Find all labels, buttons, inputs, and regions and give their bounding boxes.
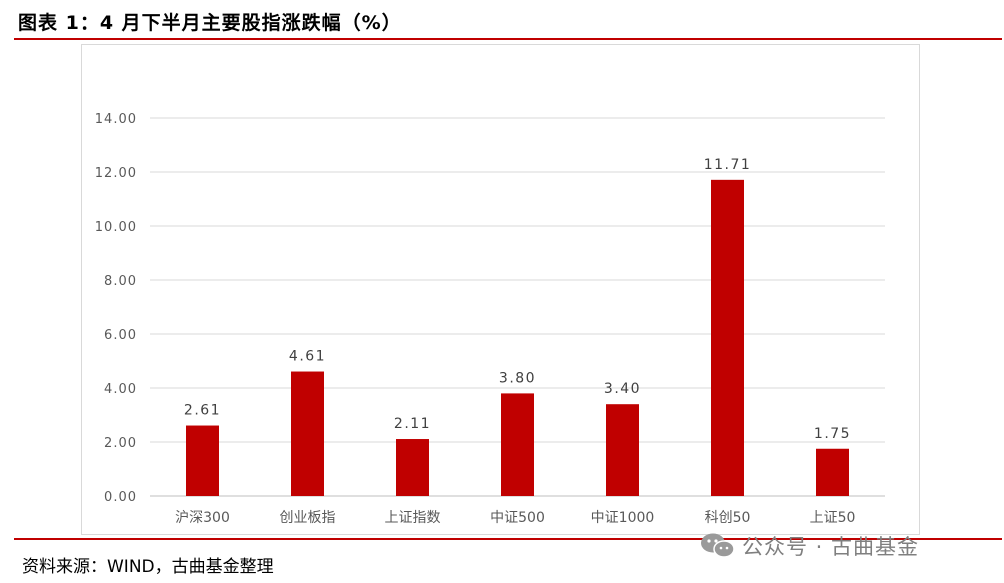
watermark-text: 公众号 · 古曲基金 bbox=[742, 535, 920, 559]
top-divider bbox=[14, 38, 1002, 40]
x-category-label: 中证500 bbox=[490, 510, 545, 526]
bar bbox=[396, 439, 429, 496]
x-category-label: 上证50 bbox=[810, 510, 856, 526]
data-label: 3.40 bbox=[604, 381, 641, 397]
y-tick-label: 14.00 bbox=[95, 112, 137, 127]
y-tick-label: 10.00 bbox=[95, 220, 137, 235]
data-labels: 2.61 4.61 2.11 3.80 3.40 11.71 1.75 bbox=[184, 157, 851, 442]
x-category-label: 中证1000 bbox=[591, 510, 655, 526]
bar bbox=[816, 448, 849, 496]
bar bbox=[291, 371, 324, 496]
y-tick-label: 2.00 bbox=[104, 436, 137, 451]
x-axis-categories: 沪深300 创业板指 上证指数 中证500 中证1000 科创50 上证50 bbox=[175, 510, 855, 526]
data-label: 3.80 bbox=[499, 370, 536, 386]
bar bbox=[711, 179, 744, 496]
y-tick-label: 6.00 bbox=[104, 328, 137, 343]
x-category-label: 上证指数 bbox=[385, 510, 441, 526]
watermark: 公众号 · 古曲基金 bbox=[700, 531, 919, 561]
bottom-divider bbox=[14, 538, 1002, 540]
data-label: 1.75 bbox=[814, 426, 851, 442]
gridlines bbox=[150, 117, 885, 497]
y-tick-label: 0.00 bbox=[104, 490, 137, 505]
bar bbox=[186, 425, 219, 496]
x-category-label: 创业板指 bbox=[280, 510, 336, 526]
y-axis-ticks: 0.00 2.00 4.00 6.00 8.00 10.00 12.00 14.00 bbox=[95, 112, 137, 505]
y-tick-label: 4.00 bbox=[104, 382, 137, 397]
bars bbox=[186, 179, 849, 496]
bar bbox=[501, 393, 534, 496]
data-label: 2.11 bbox=[394, 416, 431, 432]
source-note: 资料来源：WIND，古曲基金整理 bbox=[22, 557, 274, 577]
y-tick-label: 8.00 bbox=[104, 274, 137, 289]
data-label: 2.61 bbox=[184, 403, 221, 419]
x-category-label: 沪深300 bbox=[175, 510, 230, 526]
figure-title: 图表 1：4 月下半月主要股指涨跌幅（%） bbox=[18, 12, 402, 34]
x-category-label: 科创50 bbox=[705, 510, 751, 526]
data-label: 4.61 bbox=[289, 349, 326, 365]
data-label: 11.71 bbox=[704, 157, 752, 173]
wechat-icon bbox=[701, 533, 735, 558]
bar-chart: 0.00 2.00 4.00 6.00 8.00 10.00 12.00 14.00 2.61… bbox=[95, 112, 885, 526]
y-tick-label: 12.00 bbox=[95, 166, 137, 181]
chart-frame: 0.00 2.00 4.00 6.00 8.00 10.00 12.00 14.00 2.61… bbox=[81, 44, 920, 535]
bar bbox=[606, 404, 639, 496]
